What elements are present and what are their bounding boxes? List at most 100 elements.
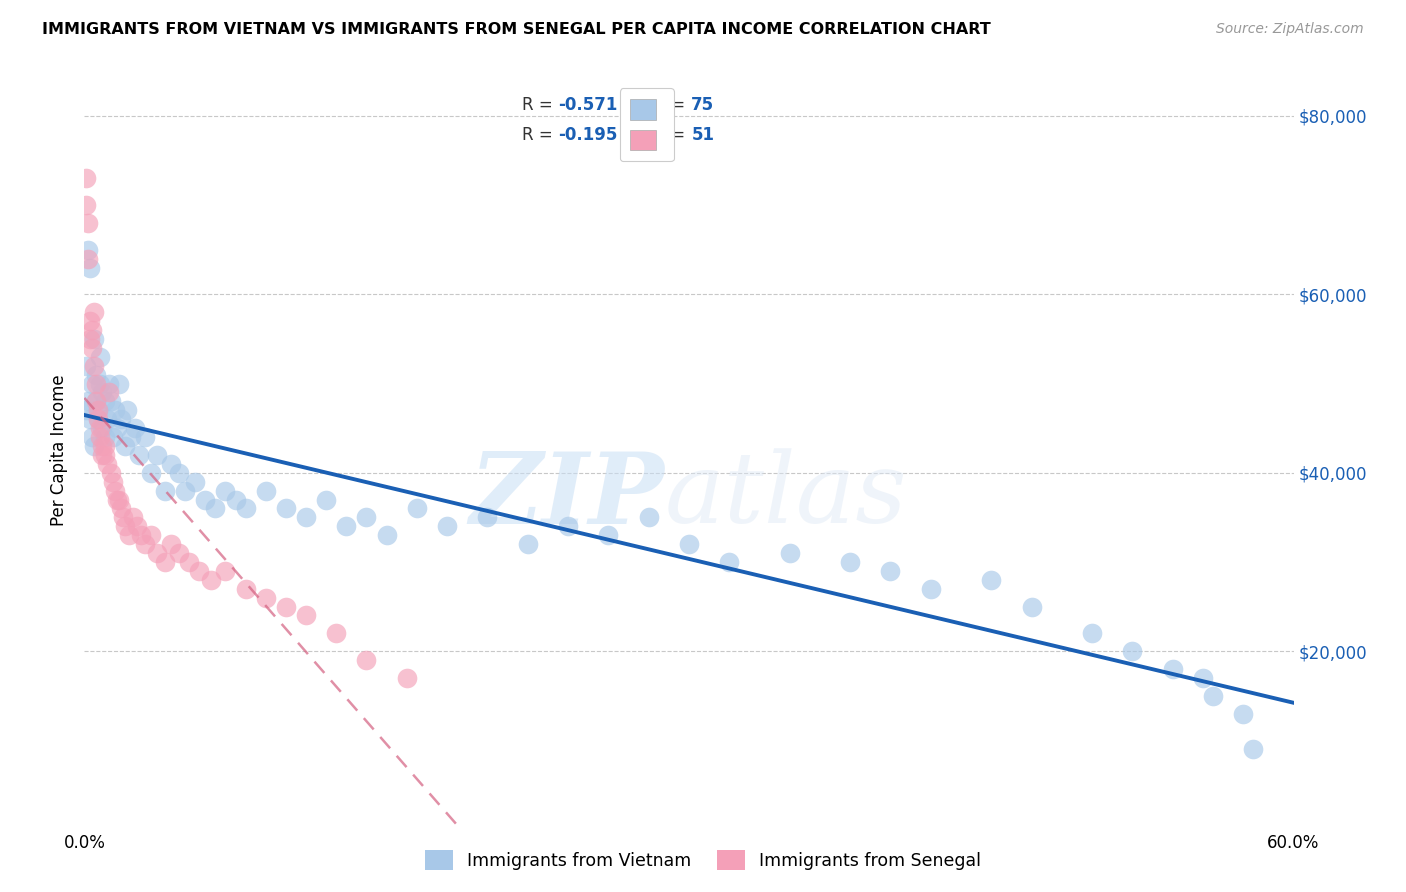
Point xyxy=(91,448,114,462)
Point xyxy=(105,492,128,507)
Point xyxy=(134,430,156,444)
Point xyxy=(125,519,148,533)
Point xyxy=(121,510,143,524)
Point xyxy=(129,528,152,542)
Point xyxy=(1081,626,1104,640)
Point xyxy=(128,448,150,462)
Point xyxy=(83,305,105,319)
Point xyxy=(83,359,105,373)
Point xyxy=(1241,742,1264,756)
Point xyxy=(104,403,127,417)
Point xyxy=(93,439,115,453)
Point xyxy=(91,385,114,400)
Point xyxy=(557,519,579,533)
Point xyxy=(89,376,111,391)
Point xyxy=(89,421,111,435)
Point xyxy=(91,421,114,435)
Point xyxy=(718,555,741,569)
Point xyxy=(124,421,146,435)
Point xyxy=(274,501,297,516)
Point xyxy=(235,582,257,596)
Point xyxy=(77,252,100,266)
Point xyxy=(200,573,222,587)
Point xyxy=(516,537,538,551)
Point xyxy=(101,430,124,444)
Point xyxy=(77,216,100,230)
Point xyxy=(114,519,136,533)
Point xyxy=(980,573,1002,587)
Text: atlas: atlas xyxy=(665,449,907,543)
Point xyxy=(83,332,105,346)
Point xyxy=(295,510,318,524)
Point xyxy=(93,448,115,462)
Point xyxy=(325,626,347,640)
Point xyxy=(274,599,297,614)
Point xyxy=(107,376,129,391)
Point xyxy=(75,171,97,186)
Point xyxy=(134,537,156,551)
Point xyxy=(79,412,101,426)
Point xyxy=(146,448,169,462)
Point xyxy=(77,394,100,409)
Point xyxy=(598,528,620,542)
Point xyxy=(86,394,108,409)
Text: 75: 75 xyxy=(692,96,714,114)
Point xyxy=(97,385,120,400)
Point xyxy=(97,376,120,391)
Point xyxy=(356,653,378,667)
Point xyxy=(82,341,104,355)
Point xyxy=(82,376,104,391)
Point xyxy=(110,412,132,426)
Text: N =: N = xyxy=(643,96,690,114)
Point xyxy=(146,546,169,560)
Point xyxy=(779,546,801,560)
Point xyxy=(204,501,226,516)
Point xyxy=(96,412,118,426)
Point xyxy=(1161,662,1184,676)
Point xyxy=(93,430,115,444)
Point xyxy=(295,608,318,623)
Point xyxy=(179,555,201,569)
Text: R =: R = xyxy=(522,96,558,114)
Point xyxy=(1232,706,1254,721)
Point xyxy=(315,492,337,507)
Point xyxy=(839,555,862,569)
Text: -0.571: -0.571 xyxy=(558,96,617,114)
Point xyxy=(1192,671,1215,685)
Point xyxy=(235,501,257,516)
Point xyxy=(110,501,132,516)
Point xyxy=(1202,689,1225,703)
Text: IMMIGRANTS FROM VIETNAM VS IMMIGRANTS FROM SENEGAL PER CAPITA INCOME CORRELATION: IMMIGRANTS FROM VIETNAM VS IMMIGRANTS FR… xyxy=(42,22,991,37)
Point xyxy=(79,332,101,346)
Point xyxy=(118,528,141,542)
Point xyxy=(153,483,176,498)
Point xyxy=(153,555,176,569)
Point xyxy=(89,430,111,444)
Point xyxy=(188,564,211,578)
Y-axis label: Per Capita Income: Per Capita Income xyxy=(51,375,69,526)
Point xyxy=(120,430,142,444)
Text: R =: R = xyxy=(522,126,558,144)
Point xyxy=(139,466,162,480)
Point xyxy=(87,403,110,417)
Point xyxy=(91,439,114,453)
Point xyxy=(335,519,357,533)
Point xyxy=(86,368,108,382)
Point xyxy=(82,323,104,337)
Point xyxy=(167,466,190,480)
Point xyxy=(75,403,97,417)
Point xyxy=(87,412,110,426)
Point xyxy=(406,501,429,516)
Point xyxy=(254,591,277,605)
Text: Source: ZipAtlas.com: Source: ZipAtlas.com xyxy=(1216,22,1364,37)
Point xyxy=(1121,644,1143,658)
Point xyxy=(678,537,700,551)
Point xyxy=(214,564,236,578)
Point xyxy=(920,582,942,596)
Point xyxy=(1021,599,1043,614)
Point xyxy=(86,376,108,391)
Point xyxy=(86,394,108,409)
Point xyxy=(96,457,118,471)
Point xyxy=(75,198,97,212)
Point xyxy=(114,439,136,453)
